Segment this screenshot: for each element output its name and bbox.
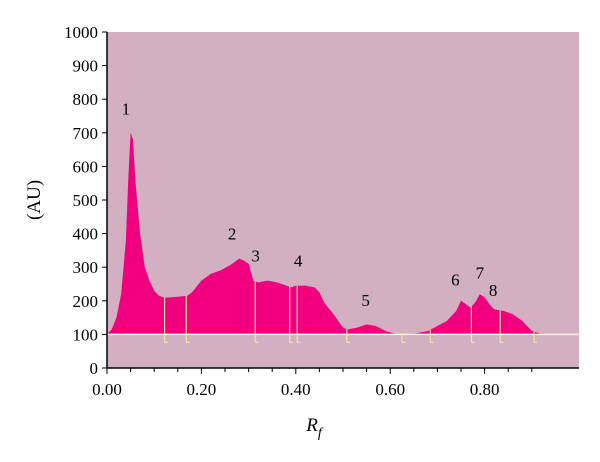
y-tick-label: 500 [73, 191, 99, 210]
peak-label: 5 [361, 291, 370, 310]
peak-label: 3 [251, 246, 260, 265]
y-axis-title: (AU) [24, 180, 45, 220]
x-tick-label: 0.80 [470, 380, 500, 399]
x-tick-label: 0.00 [92, 380, 122, 399]
x-axis-title-subscript: f [318, 426, 324, 441]
peak-label: 7 [476, 263, 485, 282]
y-ticks: 0 100 200 300 400 500 600 700 800 900 1000 [64, 23, 107, 378]
y-tick-label: 200 [73, 292, 99, 311]
x-ticks: 0.00 0.20 0.40 0.60 0.80 [92, 368, 533, 399]
y-tick-label: 800 [73, 90, 99, 109]
x-axis-title: Rf [305, 415, 324, 441]
y-tick-label: 600 [73, 157, 99, 176]
y-tick-label: 900 [73, 57, 99, 76]
x-tick-label: 0.20 [187, 380, 217, 399]
series-area [107, 132, 579, 335]
area-series [107, 132, 579, 335]
y-tick-label: 700 [73, 124, 99, 143]
peak-label: 8 [489, 281, 498, 300]
x-tick-label: 0.60 [375, 380, 405, 399]
x-tick-label: 0.40 [281, 380, 311, 399]
y-tick-label: 0 [90, 359, 99, 378]
y-tick-label: 1000 [64, 23, 98, 42]
peak-labels: 123 456 78 [122, 99, 498, 310]
peak-label: 6 [451, 271, 460, 290]
x-axis-title-main: R [305, 415, 318, 436]
peak-label: 1 [122, 99, 131, 118]
peak-label: 4 [294, 252, 303, 271]
y-tick-label: 100 [73, 325, 99, 344]
y-tick-label: 400 [73, 225, 99, 244]
peak-label: 2 [228, 225, 237, 244]
marker-layer [163, 281, 538, 343]
y-tick-label: 300 [73, 258, 99, 277]
